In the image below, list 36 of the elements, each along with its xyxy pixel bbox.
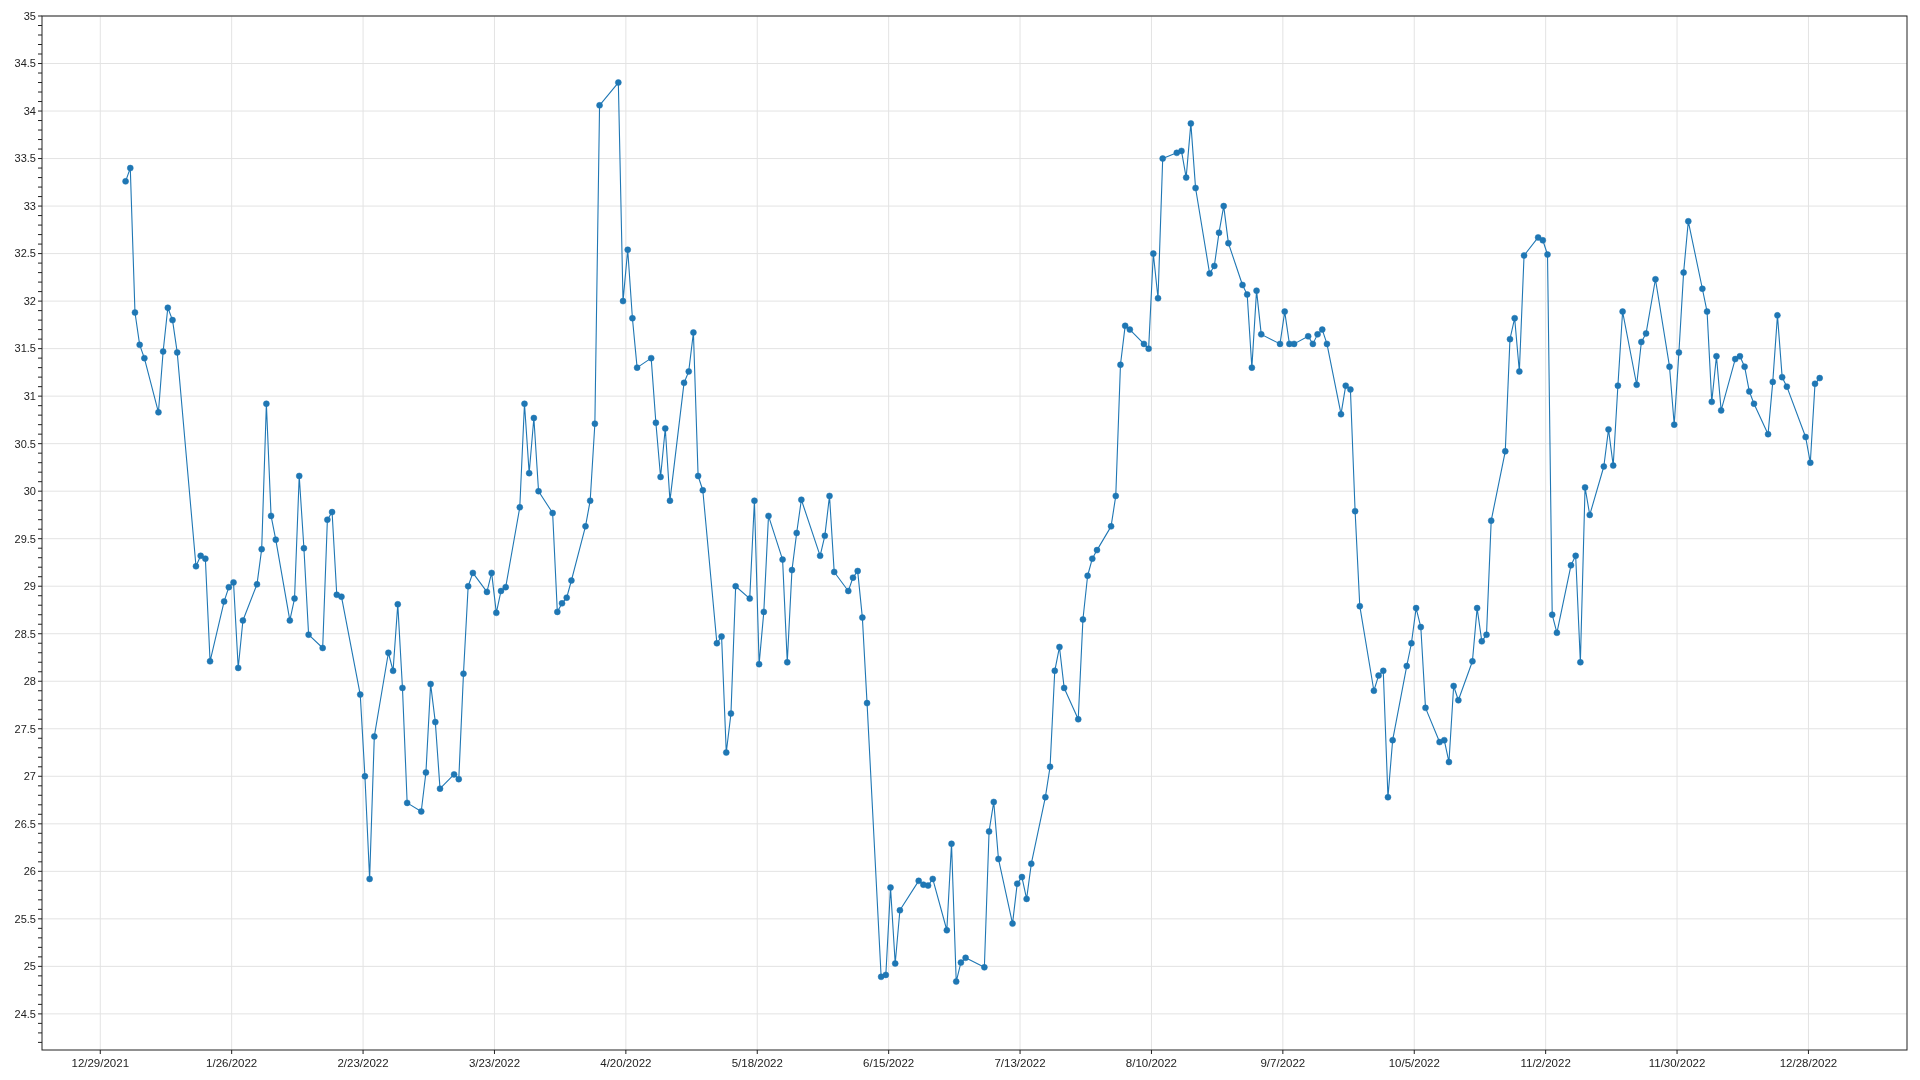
y-tick-label: 32: [23, 294, 36, 307]
y-tick-label: 26: [23, 865, 36, 878]
y-tick-label: 27: [23, 770, 36, 783]
x-tick-label: 9/7/2022: [1260, 1057, 1306, 1069]
y-tick-label: 30.5: [14, 437, 36, 450]
y-tick-label: 29: [23, 580, 36, 593]
x-tick-label: 3/23/2022: [468, 1057, 521, 1069]
x-tick-label: 7/13/2022: [994, 1057, 1046, 1069]
y-tick-label: 34: [23, 104, 36, 117]
y-tick-label: 25.5: [14, 912, 36, 925]
x-tick-label: 11/2/2022: [1520, 1057, 1571, 1069]
x-tick-label: 10/5/2022: [1388, 1057, 1440, 1069]
x-tick-label: 2/23/2022: [337, 1057, 389, 1069]
x-tick-label: 1/26/2022: [206, 1057, 258, 1069]
y-tick-label: 26.5: [14, 817, 36, 830]
y-tick-label: 35: [23, 9, 36, 22]
y-tick-label: 24.5: [14, 1007, 36, 1020]
y-tick-label: 28.5: [14, 627, 36, 640]
x-tick-label: 8/10/2022: [1125, 1057, 1178, 1069]
x-tick-label: 6/15/2022: [863, 1057, 915, 1069]
y-tick-label: 33.5: [14, 152, 36, 165]
y-tick-label: 33: [23, 199, 36, 212]
y-tick-label: 30: [23, 485, 36, 498]
y-tick-label: 31: [23, 390, 36, 402]
x-tick-label: 12/28/2022: [1779, 1057, 1838, 1069]
x-tick-label: 12/29/2021: [71, 1057, 130, 1069]
y-tick-label: 28: [23, 675, 36, 688]
y-tick-label: 31.5: [14, 342, 36, 355]
y-tick-label: 32.5: [14, 247, 36, 260]
y-tick-label: 27.5: [14, 722, 36, 735]
x-tick-label: 5/18/2022: [731, 1057, 783, 1069]
x-tick-label: 11/30/2022: [1648, 1057, 1706, 1069]
y-tick-label: 34.5: [14, 57, 36, 70]
x-tick-label: 4/20/2022: [600, 1057, 652, 1069]
y-tick-label: 29.5: [14, 532, 36, 545]
y-tick-label: 25: [23, 960, 36, 973]
